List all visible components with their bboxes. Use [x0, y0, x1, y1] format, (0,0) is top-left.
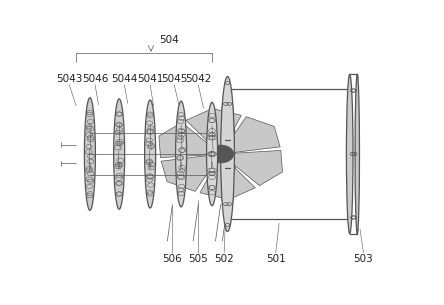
Text: 505: 505: [188, 253, 208, 264]
Text: 501: 501: [266, 253, 285, 264]
Ellipse shape: [220, 89, 235, 219]
Text: 502: 502: [214, 253, 234, 264]
Polygon shape: [221, 150, 282, 186]
Text: 5044: 5044: [111, 74, 138, 84]
Polygon shape: [221, 117, 280, 154]
Ellipse shape: [84, 98, 95, 210]
Polygon shape: [161, 154, 221, 191]
Text: 506: 506: [163, 253, 182, 264]
Circle shape: [208, 145, 234, 163]
Ellipse shape: [355, 74, 360, 234]
Text: 5045: 5045: [161, 74, 187, 84]
Ellipse shape: [145, 100, 156, 208]
Polygon shape: [186, 109, 242, 154]
Ellipse shape: [221, 77, 234, 231]
Polygon shape: [159, 122, 221, 158]
Text: 504: 504: [159, 35, 179, 45]
Polygon shape: [200, 154, 255, 199]
Ellipse shape: [346, 74, 353, 234]
Text: 5043: 5043: [56, 74, 83, 84]
Ellipse shape: [206, 102, 218, 206]
Ellipse shape: [114, 99, 125, 209]
Text: 5046: 5046: [82, 74, 108, 84]
Text: 5042: 5042: [185, 74, 211, 84]
Text: 503: 503: [353, 253, 373, 264]
Text: 5041: 5041: [137, 74, 163, 84]
Ellipse shape: [175, 101, 186, 207]
